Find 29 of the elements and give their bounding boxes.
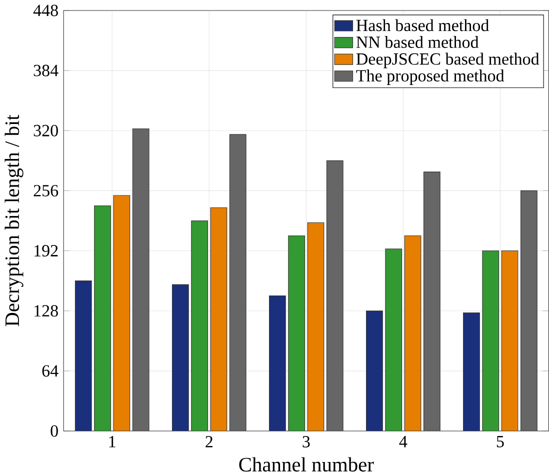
y-tick-label: 64 bbox=[42, 365, 58, 376]
x-axis-title: Channel number bbox=[239, 457, 374, 472]
bar bbox=[463, 312, 480, 431]
bar bbox=[520, 190, 538, 431]
bar bbox=[268, 295, 286, 431]
bar bbox=[172, 284, 189, 431]
bar bbox=[74, 280, 92, 431]
bar bbox=[326, 160, 344, 431]
bar bbox=[366, 310, 383, 431]
y-tick-label: 0 bbox=[50, 425, 58, 437]
y-axis-title: Decryption bit length / bit bbox=[4, 114, 24, 326]
y-tick-label: 320 bbox=[34, 124, 58, 136]
x-tick-label: 4 bbox=[399, 436, 408, 448]
y-tick-label: 448 bbox=[33, 4, 58, 16]
bar bbox=[229, 134, 246, 431]
y-tick-label: 192 bbox=[34, 244, 58, 256]
x-tick-label: 1 bbox=[109, 436, 116, 448]
legend-label: DeepJSCEC based method bbox=[356, 52, 540, 68]
bar bbox=[132, 128, 150, 431]
bar bbox=[423, 172, 440, 431]
legend-label: The proposed method bbox=[356, 69, 504, 85]
y-tick-label: 384 bbox=[34, 64, 58, 76]
x-tick-label: 5 bbox=[496, 436, 504, 448]
y-tick-label: 128 bbox=[34, 304, 58, 316]
x-tick-label: 2 bbox=[206, 436, 212, 448]
x-tick-label: 3 bbox=[302, 436, 310, 448]
legend-label: Hash based method bbox=[356, 19, 489, 32]
y-tick-label: 256 bbox=[34, 184, 58, 196]
legend-label: NN based method bbox=[356, 36, 479, 48]
